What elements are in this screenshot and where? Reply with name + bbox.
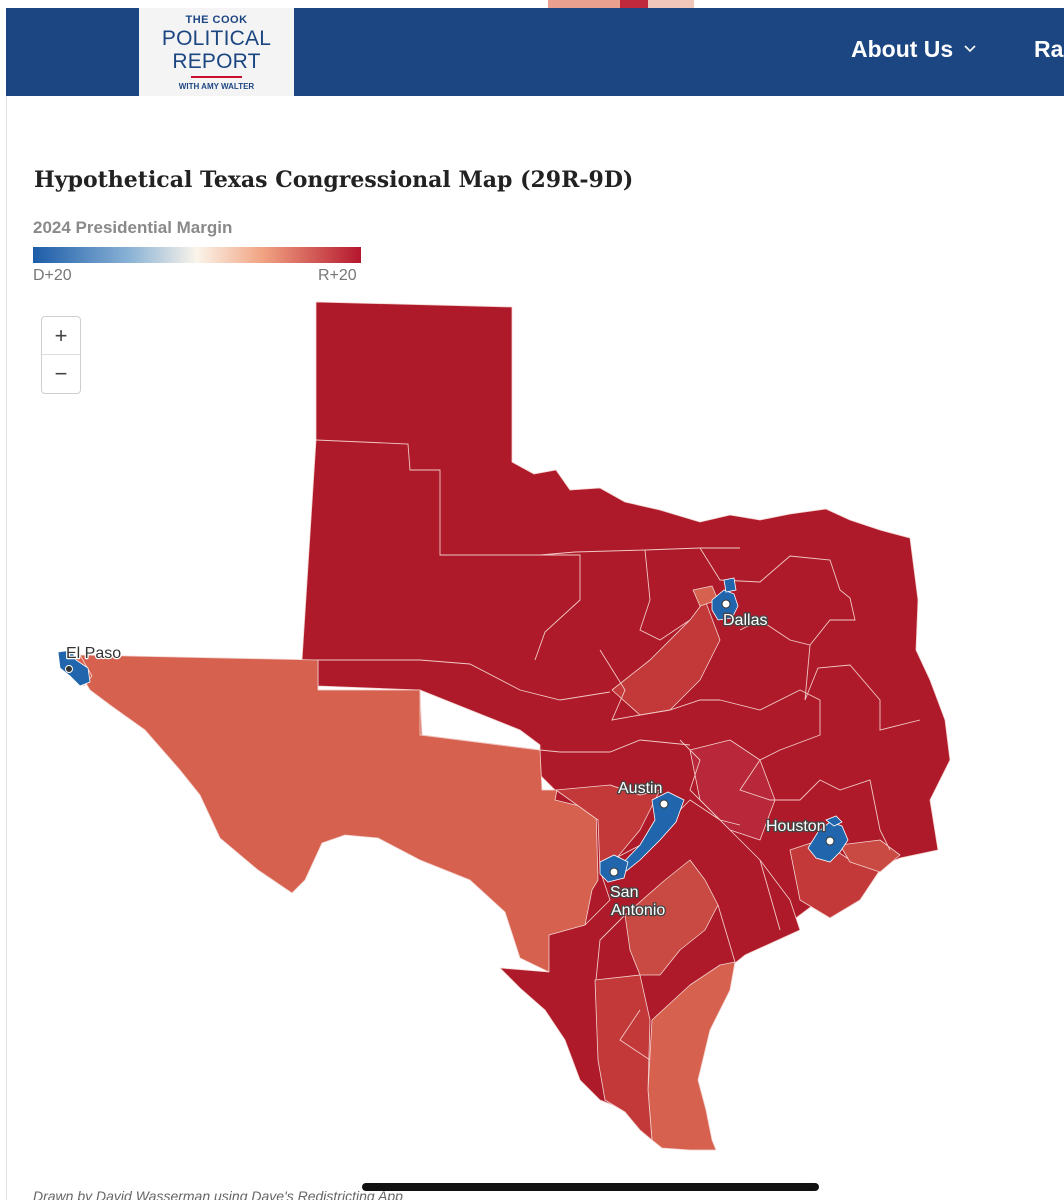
logo-line-3: REPORT xyxy=(172,50,261,73)
window-edge xyxy=(0,0,6,96)
el-paso-marker xyxy=(65,665,73,673)
district-dallas-dem-2 xyxy=(723,577,737,593)
dallas-marker xyxy=(721,599,731,609)
district-rio-grande[interactable] xyxy=(594,974,653,1141)
city-label-austin: Austin xyxy=(618,780,662,797)
city-label-san-antonio-1: San xyxy=(610,884,638,901)
logo-line-4: WITH AMY WALTER xyxy=(178,82,255,91)
district-el-paso-dem xyxy=(57,649,91,687)
zoom-out-button[interactable]: − xyxy=(54,361,68,386)
legend-max-label: R+20 xyxy=(318,267,357,284)
logo-line-1: THE COOK xyxy=(185,14,248,26)
zoom-in-button[interactable]: + xyxy=(42,317,80,355)
city-label-san-antonio-2: Antonio xyxy=(611,902,665,919)
district-south-central[interactable] xyxy=(624,859,719,976)
district-west-texas[interactable] xyxy=(77,654,599,973)
logo-underline xyxy=(191,76,242,78)
city-label-houston: Houston xyxy=(766,818,826,835)
site-logo[interactable]: THE COOK POLITICAL REPORT WITH AMY WALTE… xyxy=(139,8,294,96)
houston-marker xyxy=(825,836,835,846)
district-houston-dem-2 xyxy=(825,815,843,827)
district-panhandle[interactable] xyxy=(301,301,951,991)
legend-min-label: D+20 xyxy=(33,267,72,284)
district-houston-east[interactable] xyxy=(839,839,901,873)
city-markers xyxy=(65,599,835,877)
nav-about-us[interactable]: About Us xyxy=(851,36,954,62)
header-top-strip xyxy=(6,0,1064,8)
header-accent-stripe xyxy=(548,0,620,8)
content-border xyxy=(6,96,7,1200)
legend-color-scale xyxy=(33,247,361,263)
legend-title: 2024 Presidential Margin xyxy=(33,218,233,237)
map-credit: Drawn by David Wasserman using Dave's Re… xyxy=(33,1188,403,1200)
chevron-down-icon[interactable] xyxy=(963,44,977,54)
nav-ratings[interactable]: Ra xyxy=(1034,36,1064,62)
zoom-control: + − xyxy=(41,316,81,394)
header-accent-stripe xyxy=(648,0,694,8)
header-accent-stripe xyxy=(620,0,648,8)
district-austin-dem xyxy=(617,791,685,873)
home-indicator xyxy=(362,1183,819,1191)
city-label-el-paso: El Paso xyxy=(66,645,121,662)
city-label-dallas: Dallas xyxy=(723,612,767,629)
san-antonio-marker xyxy=(609,867,619,877)
austin-marker xyxy=(659,799,669,809)
district-boundaries xyxy=(315,439,921,1061)
logo-line-2: POLITICAL xyxy=(161,27,272,50)
map-title: Hypothetical Texas Congressional Map (29… xyxy=(34,167,634,193)
district-coastal-bend[interactable] xyxy=(647,961,736,1151)
